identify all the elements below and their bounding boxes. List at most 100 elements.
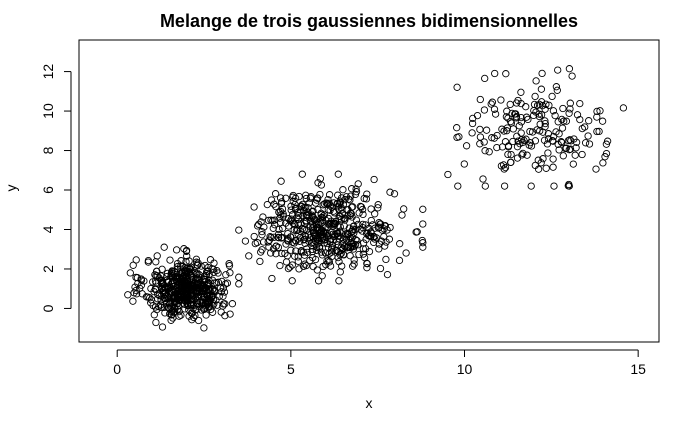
data-point [324,244,333,252]
data-point [349,222,358,230]
data-point [297,248,305,256]
data-point [460,160,468,168]
data-point [560,117,568,125]
data-point [225,262,234,270]
data-point [331,231,339,239]
data-point [348,213,356,221]
data-point [335,205,343,213]
data-point [275,208,283,216]
data-point [374,224,383,232]
data-point [277,177,285,185]
data-point [288,261,296,269]
data-point [269,224,277,232]
data-point [565,65,574,73]
data-point [602,140,611,148]
data-point [177,262,185,270]
data-point [564,136,573,145]
data-point [200,324,208,332]
data-point [192,270,201,278]
data-point [592,165,600,173]
data-point [309,254,317,262]
data-point [370,233,378,241]
data-point [581,139,590,147]
data-point [444,170,452,179]
data-point [289,219,297,227]
data-point [562,117,571,125]
data-point [462,142,471,150]
data-point [371,210,379,218]
data-point [468,129,476,137]
data-point [350,256,358,264]
data-point [318,219,326,227]
data-point [564,182,572,190]
data-point [558,124,567,132]
data-point [506,117,515,126]
data-point [315,244,324,252]
data-point [286,233,295,241]
data-point [553,86,561,94]
data-point [180,245,188,253]
data-point [488,134,496,142]
data-point [266,233,274,241]
data-point [309,228,318,237]
data-point [336,212,344,220]
data-point [347,210,355,218]
data-point [571,151,579,159]
data-point [164,284,172,292]
data-point [168,285,177,294]
data-point [585,140,594,148]
data-point [513,143,522,151]
y-tick-label: 2 [40,265,56,273]
data-point [300,206,308,215]
data-point [150,311,158,319]
data-point [177,283,186,292]
data-point [341,196,349,204]
data-point [129,261,137,269]
data-point [554,66,562,74]
y-tick-label: 4 [40,225,56,233]
data-point [204,278,212,287]
data-point [276,261,284,270]
data-point [216,284,225,292]
data-point [376,264,385,273]
data-point [374,204,382,212]
data-point [359,245,367,253]
data-point [177,311,185,319]
data-point [500,165,508,173]
data-point [192,258,201,266]
data-point [537,98,546,106]
data-point [500,182,509,190]
data-point [354,180,362,188]
data-point [235,280,243,288]
data-point [218,277,226,286]
data-point [481,147,489,155]
data-point [317,236,325,245]
data-point [517,88,525,96]
data-point [537,111,546,119]
data-point [283,252,292,260]
data-point [354,220,362,229]
data-point [329,207,338,215]
data-point [554,118,562,126]
data-point [124,291,132,299]
data-point [149,301,157,310]
x-axis-label: x [366,395,373,411]
y-axis-label: y [3,185,19,192]
data-point [220,288,229,296]
data-point [363,264,371,272]
data-point [130,289,138,297]
data-point [319,228,328,236]
data-point [476,125,484,134]
data-point [532,77,540,85]
data-point [339,186,347,194]
data-point [485,148,493,156]
data-point [386,188,394,196]
data-point [566,99,574,107]
data-point [350,260,358,268]
data-point [412,228,420,236]
data-point [276,194,285,202]
data-point [208,308,217,316]
data-point [326,206,334,214]
data-point [292,247,300,255]
data-point [154,290,162,298]
